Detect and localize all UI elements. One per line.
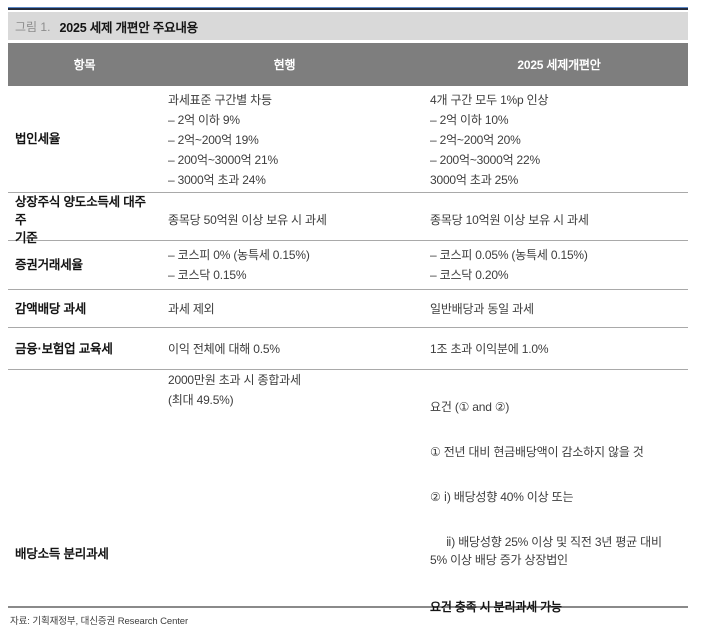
row-label: 증권거래세율	[15, 258, 83, 272]
table-row-finance-insurance-education-tax: 금융·보험업 교육세 이익 전체에 대해 0.5% 1조 초과 이익분에 1.0…	[8, 328, 688, 370]
revised-cell: – 코스피 0.05% (농특세 0.15%) – 코스닥 0.20%	[430, 248, 588, 282]
table-row-reduced-dividend-tax: 감액배당 과세 과세 제외 일반배당과 동일 과세	[8, 290, 688, 328]
table-row-capital-gains-threshold: 상장주식 양도소득세 대주주 기준 종목당 50억원 이상 보유 시 과세 종목…	[8, 193, 688, 245]
revised-cell: 일반배당과 동일 과세	[430, 301, 534, 316]
table-row-corporate-tax: 법인세율 과세표준 구간별 차등 – 2억 이하 9% – 2억~200억 19…	[8, 86, 688, 193]
figure-number-label: 그림 1.	[15, 19, 51, 34]
revised-cell: 종목당 10억원 이상 보유 시 과세	[430, 213, 589, 227]
requirement-1: ① 전년 대비 현금배당액이 감소하지 않을 것	[430, 445, 644, 459]
current-cell: 과세 제외	[168, 301, 215, 316]
row-label: 감액배당 과세	[15, 301, 87, 316]
requirement-2i: ② ⅰ) 배당성향 40% 이상 또는	[430, 490, 574, 504]
header-cell-revised: 2025 세제개편안	[517, 58, 601, 72]
current-cell: – 코스피 0% (농특세 0.15%) – 코스닥 0.15%	[168, 248, 310, 282]
current-cell: 과세표준 구간별 차등 – 2억 이하 9% – 2억~200억 19% – 2…	[168, 93, 278, 187]
revised-cell: 1조 초과 이익분에 1.0%	[430, 341, 549, 356]
current-cell: 종목당 50억원 이상 보유 시 과세	[168, 213, 327, 227]
figure-content: 그림 1. 2025 세제 개편안 주요내용 항목 현행 2025 세제개편안 …	[8, 7, 688, 626]
row-label: 배당소득 분리과세	[15, 546, 109, 561]
figure-title-bar: 그림 1. 2025 세제 개편안 주요내용	[8, 12, 688, 40]
requirement-intro: 요건 (① and ②)	[430, 400, 510, 414]
row-label: 금융·보험업 교육세	[15, 341, 113, 356]
accent-line	[8, 7, 688, 10]
figure-title: 2025 세제 개편안 주요내용	[59, 20, 198, 35]
revised-cell: 요건 (① and ②) ① 전년 대비 현금배당액이 감소하지 않을 것 ② …	[401, 370, 688, 626]
separate-taxation-heading: 요건 충족 시 분리과세 가능	[430, 600, 562, 614]
table-row-dividend-income-separate-taxation: 배당소득 분리과세 2000만원 초과 시 종합과세 (최대 49.5%) 요건…	[8, 370, 688, 614]
row-label: 법인세율	[15, 132, 61, 146]
table-header-row: 항목 현행 2025 세제개편안	[8, 43, 688, 86]
header-cell-item: 항목	[73, 58, 96, 72]
requirement-2ii: ⅱ) 배당성향 25% 이상 및 직전 3년 평균 대비 5% 이상 배당 증가…	[430, 535, 662, 567]
header-cell-current: 현행	[273, 58, 296, 72]
source-note: 자료: 기획재정부, 대신증권 Research Center	[10, 616, 189, 626]
table-row-securities-transaction-tax: 증권거래세율 – 코스피 0% (농특세 0.15%) – 코스닥 0.15% …	[8, 241, 688, 290]
revised-cell: 4개 구간 모두 1%p 인상 – 2억 이하 10% – 2억~200억 20…	[430, 93, 549, 187]
current-cell: 이익 전체에 대해 0.5%	[168, 341, 280, 356]
row-label: 상장주식 양도소득세 대주주 기준	[15, 195, 146, 245]
current-cell: 2000만원 초과 시 종합과세 (최대 49.5%)	[168, 373, 301, 407]
